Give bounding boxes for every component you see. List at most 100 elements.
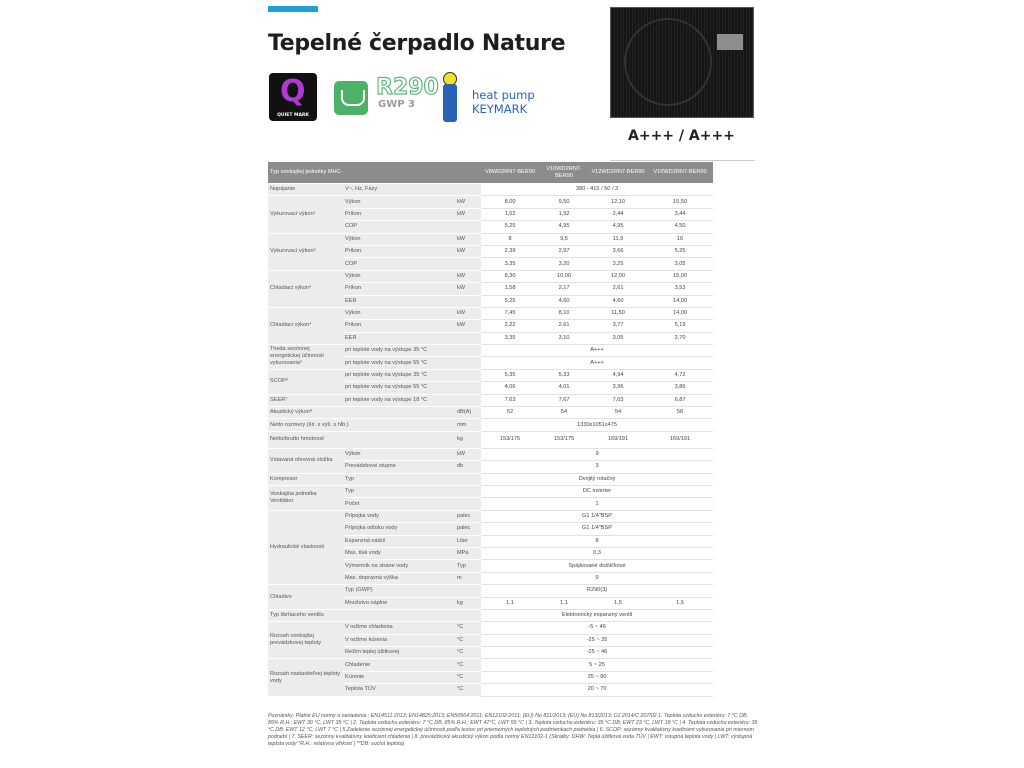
table-row: EER 5,25 4,60 4,60 14,00 [268, 295, 714, 308]
value-cell: 15,50 [647, 195, 714, 209]
table-row: Príkon kW 1,52 1,92 2,44 3,44 [268, 208, 714, 222]
table-row: Napájanie V~, Hz, Fázy 380 - 415 / 50 / 3 [268, 183, 714, 197]
row-parameter: Príkon [343, 282, 455, 296]
fan-grille [624, 18, 712, 106]
row-unit: mm [455, 418, 482, 432]
value-cell: 2,17 [539, 282, 590, 296]
row-unit: °C [455, 621, 482, 635]
row-parameter: Výmenník na strane vody [343, 559, 455, 573]
model-header: V16WD2RN7-BER90 [647, 162, 714, 184]
value-cell: 1,52 [481, 208, 540, 222]
row-unit: palec [455, 522, 482, 536]
row-parameter: Teplota TÚV [343, 683, 455, 697]
value-cell: R290(3) [481, 584, 714, 598]
value-cell: 11,50 [589, 307, 648, 321]
row-parameter: Výkon [343, 307, 455, 321]
row-parameter: V~, Hz, Fázy [343, 183, 455, 197]
product-image [610, 7, 754, 118]
table-header-row: Typ vonkajšej jednotky MHC- V8WD2RN7-BER… [268, 162, 714, 184]
value-cell: 4,50 [647, 220, 714, 234]
value-cell: 7,03 [589, 394, 648, 408]
value-cell: 3,25 [589, 257, 648, 271]
row-group-label: SCOP⁶ [268, 369, 343, 395]
row-parameter: Výkon [343, 233, 455, 246]
value-cell: 0,3 [481, 547, 714, 561]
accent-bar [268, 6, 318, 12]
row-group-label: Hydraulické vlastnosti [268, 510, 343, 586]
value-cell: 14,00 [647, 307, 714, 321]
value-cell: Dvojitý rotačný [481, 473, 714, 487]
table-row: Rozsah nastaviteľnej teploty vody Chladen… [268, 658, 714, 697]
row-group-label: Chladiaci výkon³ [268, 270, 343, 308]
value-cell: 169/191 [647, 431, 714, 449]
value-cell: 153/175 [481, 431, 540, 449]
row-parameter: Expanzná nádrž [343, 535, 455, 548]
value-cell: 4,60 [539, 295, 590, 308]
value-cell: 3,77 [589, 319, 648, 333]
row-unit: °C [455, 646, 482, 660]
header-unit-type: Typ vonkajšej jednotky MHC- [268, 162, 482, 184]
row-unit: db [455, 460, 482, 474]
row-parameter: Typ [343, 485, 455, 499]
value-cell: -5 ~ 46 [481, 621, 714, 635]
row-parameter: Typ (GWP) [343, 584, 455, 598]
value-cell: 10,00 [539, 270, 590, 284]
row-group-label: Rozsah vonkajšej prevádzkovej teploty [268, 621, 343, 660]
value-cell: 1,92 [539, 208, 590, 222]
row-parameter: pri teplote vody na výstupe 55 °C [343, 356, 455, 370]
value-cell: 2,44 [589, 208, 648, 222]
row-group-label: Napájanie [268, 183, 343, 197]
row-group-label: Trieda sezónnej energetickej účinnosti v… [268, 344, 343, 370]
keymark-text: heat pump KEYMARK [472, 88, 535, 116]
table-row: EER 3,35 3,10 3,05 2,70 [268, 332, 714, 346]
value-cell: 2,61 [539, 319, 590, 333]
value-cell: 3,05 [647, 257, 714, 271]
row-parameter: Výkon [343, 195, 455, 209]
value-cell: 25 ~ 80 [481, 671, 714, 685]
row-parameter: Max. dopravná výška [343, 572, 455, 586]
row-parameter: EER [343, 332, 455, 346]
row-unit [455, 356, 482, 370]
row-parameter: Max. tlak vody [343, 547, 455, 561]
value-cell: 3,96 [589, 381, 648, 395]
value-cell: 4,60 [589, 295, 648, 308]
table-row: Chladivo Typ (GWP) R290(3) [268, 584, 714, 610]
value-cell: -25 ~ 35 [481, 634, 714, 648]
row-unit: MPa [455, 547, 482, 561]
table-row: pri teplote vody na výstupe 55 °C 4,06 4,0… [268, 381, 714, 395]
quiet-mark-text: QUIET MARK [277, 113, 309, 118]
keymark-logo-icon [443, 84, 457, 122]
table-row: Netto/brutto hmotnosť kg 153/175 153/175 169… [268, 431, 714, 449]
table-row: Prípojka odtoku vody palec G1 1/4"BSP [268, 522, 714, 536]
keymark-line1: heat pump [472, 88, 535, 102]
table-row: pri teplote vody na výstupe 55 °C A+++ [268, 356, 714, 370]
value-cell: 5 ~ 25 [481, 658, 714, 672]
row-parameter: Počet [343, 497, 455, 511]
row-parameter: Výkon [343, 448, 455, 462]
value-cell: 2,61 [589, 282, 648, 296]
row-parameter: Chladenie [343, 658, 455, 672]
gwp-label: GWP 3 [378, 99, 416, 110]
row-group-label: Chladivo [268, 584, 343, 610]
row-unit: kW [455, 270, 482, 284]
value-cell: 8 [481, 535, 714, 548]
row-unit: Liter [455, 535, 482, 548]
value-cell: 14,00 [647, 295, 714, 308]
value-cell: 1,1 [481, 597, 540, 610]
value-cell: 16 [647, 233, 714, 246]
row-parameter: pri teplote vody na výstupe 55 °C [343, 381, 455, 395]
value-cell: Spájkované doštičkové [481, 559, 714, 573]
row-unit [455, 473, 482, 487]
row-group-label: SEER⁷ [268, 394, 343, 408]
row-unit [455, 220, 482, 234]
value-cell: 54 [539, 406, 590, 420]
value-cell: 3,20 [539, 257, 590, 271]
table-row: Max. tlak vody MPa 0,3 [268, 547, 714, 561]
leaf-icon [334, 81, 368, 115]
value-cell: 1,58 [481, 282, 540, 296]
value-cell: 15,00 [647, 270, 714, 284]
value-cell: -25 ~ 46 [481, 646, 714, 660]
value-cell: 2,39 [481, 245, 540, 259]
table-row: Chladiaci výkon³ Výkon kW 8,30 10,00 12,00 15,… [268, 270, 714, 308]
row-unit [455, 609, 482, 623]
